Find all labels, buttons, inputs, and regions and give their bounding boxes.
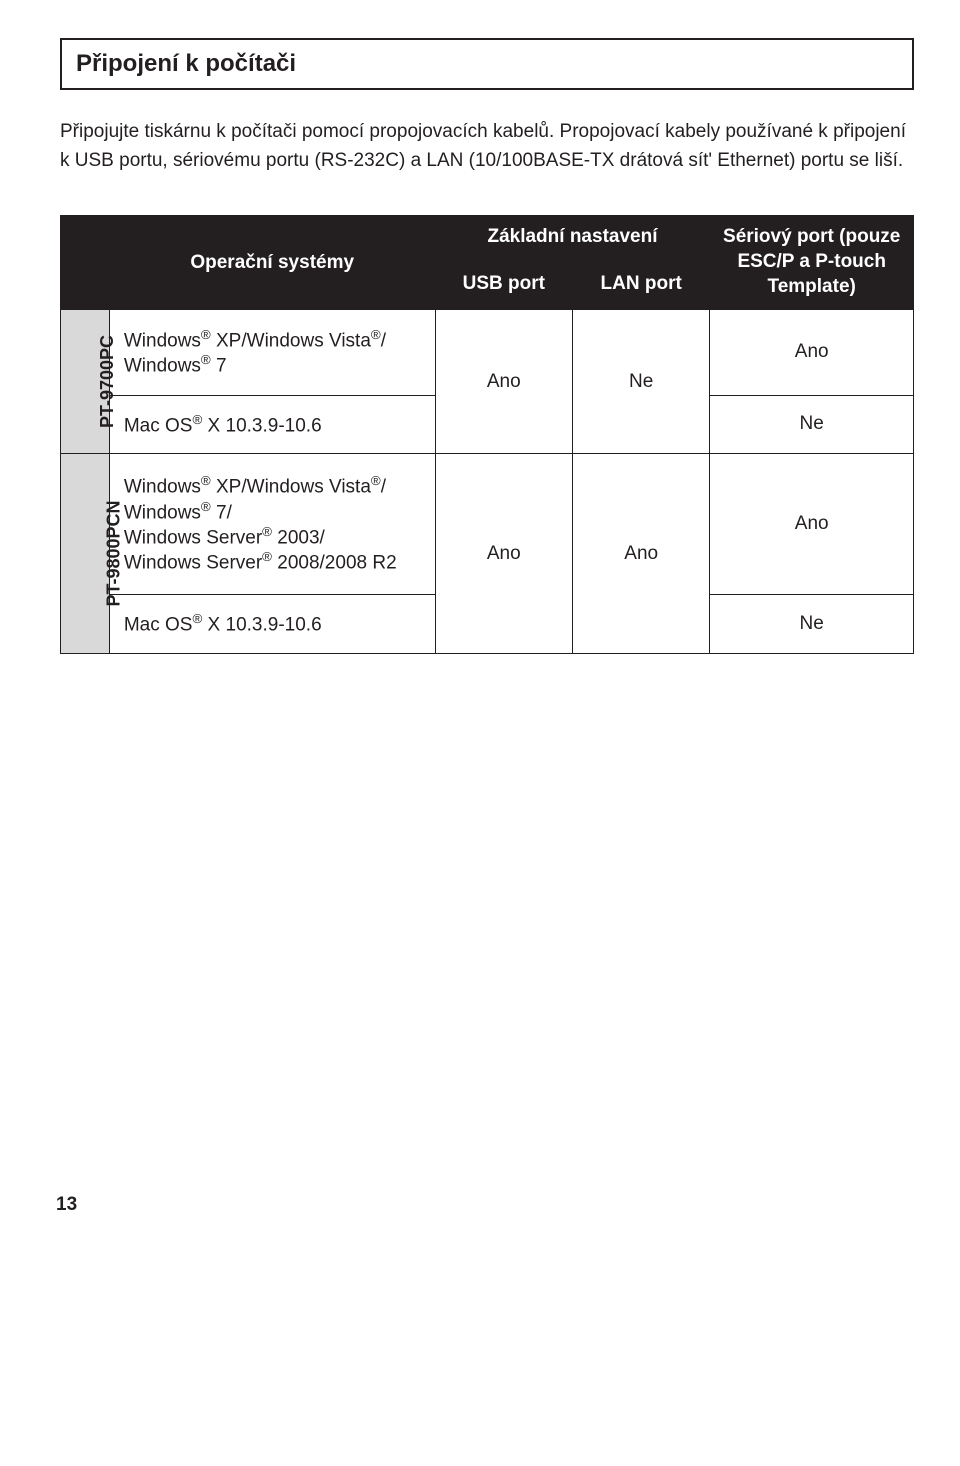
serial-cell: Ne (710, 595, 914, 654)
compat-table-wrapper: Operační systémy Základní nastavení Séri… (60, 215, 914, 654)
serial-cell: Ne (710, 395, 914, 453)
os-cell: Mac OS® X 10.3.9-10.6 (109, 595, 435, 654)
serial-cell: Ano (710, 310, 914, 396)
model-cell-pt9700pc: PT-9700PC (61, 310, 110, 454)
model-label: PT-9800PCN (104, 500, 125, 606)
table-row: PT-9700PC Windows® XP/Windows Vista®/ Wi… (61, 310, 914, 396)
header-os: Operační systémy (109, 216, 435, 310)
os-cell: Windows® XP/Windows Vista®/ Windows® 7/W… (109, 454, 435, 595)
usb-cell: Ano (435, 454, 572, 654)
header-lan: LAN port (572, 259, 709, 310)
model-label: PT-9700PC (97, 334, 118, 427)
table-header-row-1: Operační systémy Základní nastavení Séri… (61, 216, 914, 259)
table-row: PT-9800PCN Windows® XP/Windows Vista®/ W… (61, 454, 914, 595)
lan-cell: Ano (572, 454, 709, 654)
intro-paragraph: Připojujte tiskárnu k počítači pomocí pr… (60, 118, 914, 175)
page-container: Připojení k počítači Připojujte tiskárnu… (0, 0, 960, 1246)
header-basic: Základní nastavení (435, 216, 710, 259)
header-blank (61, 216, 110, 310)
section-title: Připojení k počítači (76, 50, 296, 77)
header-serial: Sériový port (pouze ESC/P a P-touch Temp… (710, 216, 914, 310)
page-number: 13 (56, 1194, 914, 1216)
os-cell: Windows® XP/Windows Vista®/ Windows® 7 (109, 310, 435, 396)
section-header-box: Připojení k počítači (60, 38, 914, 90)
os-cell: Mac OS® X 10.3.9-10.6 (109, 395, 435, 453)
serial-cell: Ano (710, 454, 914, 595)
usb-cell: Ano (435, 310, 572, 454)
model-cell-pt9800pcn: PT-9800PCN (61, 454, 110, 654)
header-usb: USB port (435, 259, 572, 310)
compat-table: Operační systémy Základní nastavení Séri… (60, 215, 914, 654)
lan-cell: Ne (572, 310, 709, 454)
